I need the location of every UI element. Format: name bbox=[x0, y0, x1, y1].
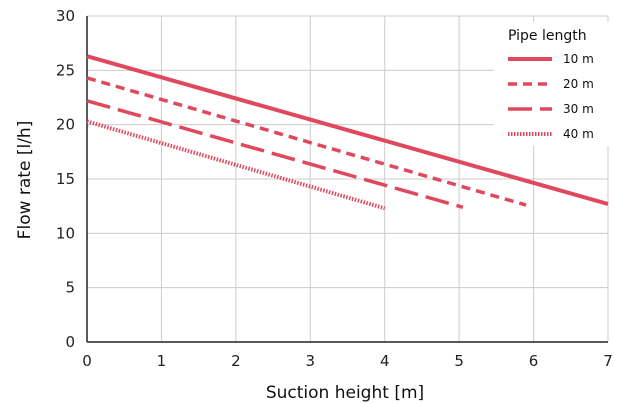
legend-label-4: 40 m bbox=[563, 127, 594, 141]
y-tick-label: 10 bbox=[56, 224, 75, 242]
y-tick-label: 15 bbox=[56, 170, 75, 188]
y-tick-label: 0 bbox=[65, 333, 75, 351]
legend-title: Pipe length bbox=[508, 28, 587, 44]
x-tick-label: 4 bbox=[380, 352, 390, 370]
x-tick-label: 1 bbox=[157, 352, 167, 370]
y-axis-title: Flow rate [l/h] bbox=[15, 121, 35, 240]
series-line-1 bbox=[86, 54, 609, 206]
y-tick-label: 20 bbox=[56, 116, 75, 134]
x-tick-labels: 0 1 2 3 4 5 6 7 bbox=[82, 352, 613, 370]
series-lines bbox=[86, 54, 609, 211]
series-line-2 bbox=[86, 76, 527, 207]
y-tick-label: 30 bbox=[56, 7, 75, 25]
series-line-4 bbox=[86, 119, 386, 211]
x-tick-label: 0 bbox=[82, 352, 92, 370]
series-line-3 bbox=[86, 99, 464, 209]
legend: Pipe length 10 m 20 m 30 m 40 m bbox=[494, 22, 610, 146]
legend-label-2: 20 m bbox=[563, 77, 594, 91]
y-tick-labels: 0 5 10 15 20 25 30 bbox=[56, 7, 75, 351]
x-tick-label: 2 bbox=[231, 352, 241, 370]
x-tick-label: 7 bbox=[603, 352, 613, 370]
y-tick-label: 5 bbox=[65, 279, 75, 297]
x-axis-title: Suction height [m] bbox=[266, 383, 424, 403]
x-tick-label: 3 bbox=[306, 352, 316, 370]
y-tick-label: 25 bbox=[56, 61, 75, 79]
x-tick-label: 6 bbox=[529, 352, 539, 370]
legend-label-3: 30 m bbox=[563, 102, 594, 116]
legend-label-1: 10 m bbox=[563, 52, 594, 66]
axes bbox=[86, 16, 608, 343]
x-tick-label: 5 bbox=[454, 352, 464, 370]
